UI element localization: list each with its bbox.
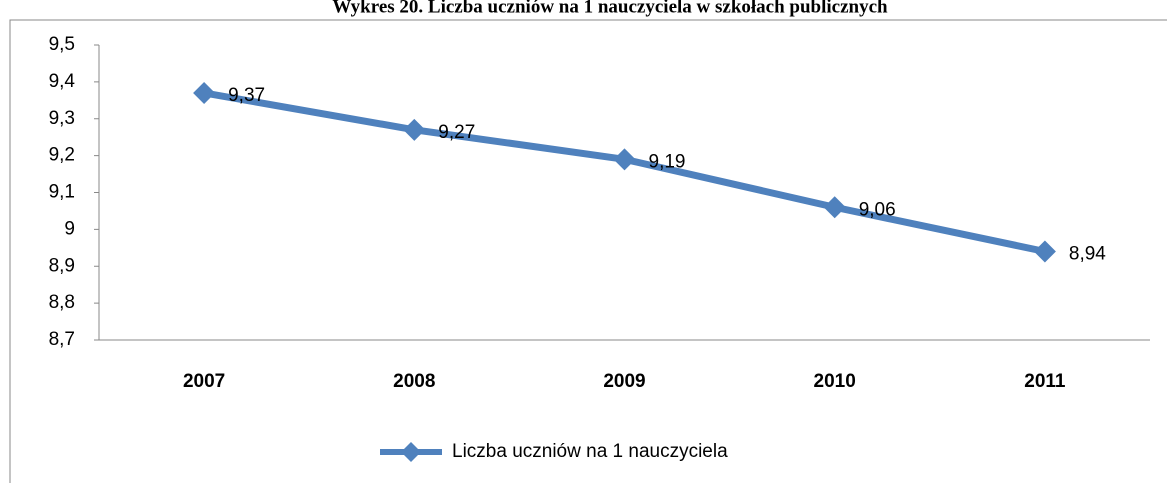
chart-frame xyxy=(9,19,1167,483)
x-tick-label: 2010 xyxy=(814,371,856,392)
point-marker xyxy=(823,196,846,219)
point-marker xyxy=(1033,240,1056,263)
data-label: 9,19 xyxy=(649,151,686,172)
legend-marker xyxy=(401,442,421,462)
y-tick-label: 9 xyxy=(64,218,75,239)
y-tick-label: 9,1 xyxy=(49,182,75,203)
x-tick-label: 2009 xyxy=(603,371,645,392)
data-label: 9,06 xyxy=(859,199,896,220)
y-tick-label: 9,5 xyxy=(49,34,75,55)
data-label: 9,37 xyxy=(228,85,265,106)
y-tick-label: 9,3 xyxy=(49,108,75,129)
y-tick-label: 9,4 xyxy=(49,71,76,92)
chart-title: Wykres 20. Liczba uczniów na 1 nauczycie… xyxy=(332,0,888,17)
y-tick-label: 8,7 xyxy=(49,329,75,350)
series-line xyxy=(203,89,1046,255)
legend-label: Liczba uczniów na 1 nauczyciela xyxy=(452,441,728,462)
x-tick-label: 2011 xyxy=(1024,371,1066,392)
data-label: 8,94 xyxy=(1069,244,1106,265)
data-label: 9,27 xyxy=(438,122,475,143)
y-tick-label: 9,2 xyxy=(49,145,75,166)
x-tick-label: 2007 xyxy=(183,371,225,392)
y-tick-label: 8,8 xyxy=(49,292,75,313)
y-tick-label: 8,9 xyxy=(49,255,75,276)
point-marker xyxy=(193,81,216,104)
x-tick-label: 2008 xyxy=(393,371,435,392)
point-marker xyxy=(613,148,636,171)
point-marker xyxy=(403,118,426,141)
